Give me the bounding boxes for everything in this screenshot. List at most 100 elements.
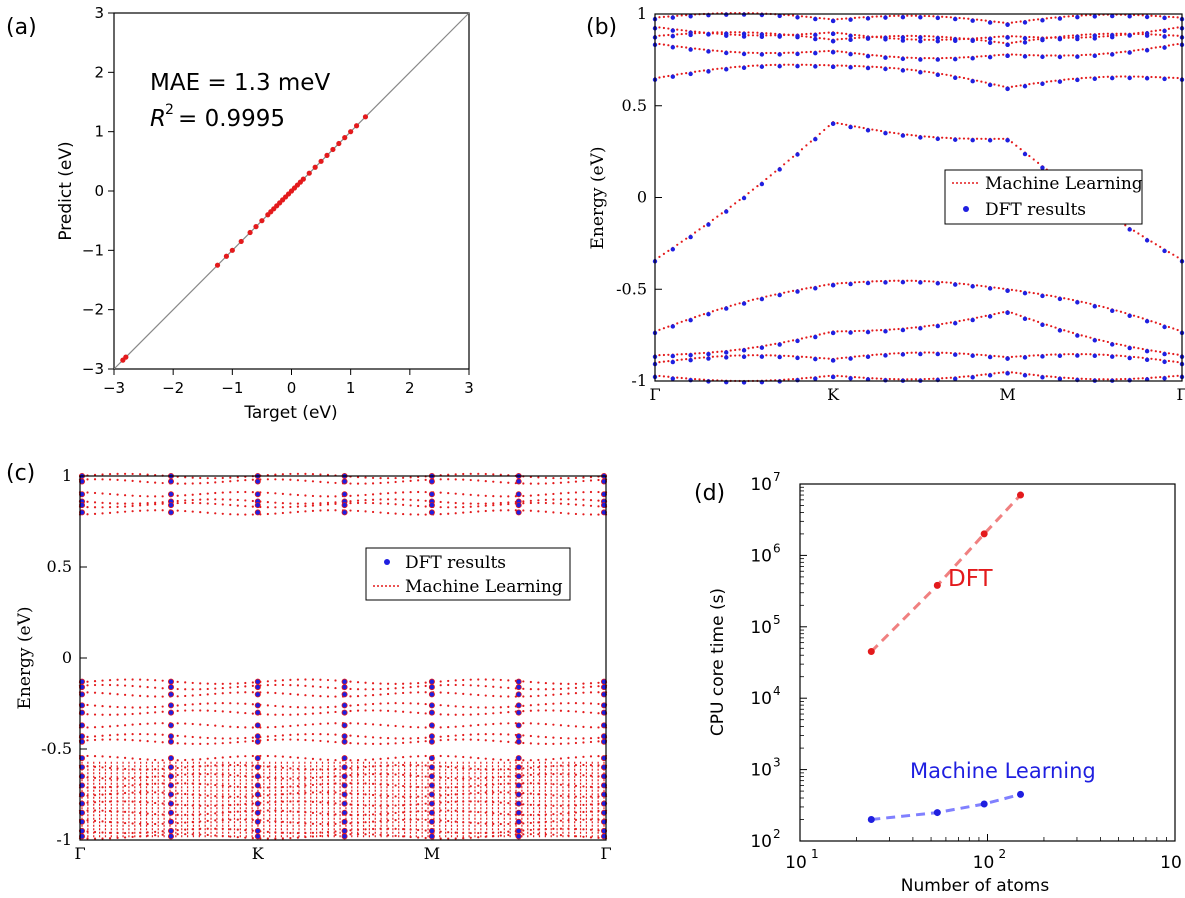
panel-c-ml-dot (484, 791, 487, 794)
panel-c-ml-dot (244, 702, 247, 705)
panel-c-ml-dot (251, 726, 254, 729)
panel-c-ml-dot (544, 723, 547, 726)
panel-b-ml-dot (853, 33, 857, 37)
panel-b-ml-dot (818, 132, 821, 135)
panel-c-ml-dot (544, 498, 547, 501)
panel-c-ml-dot (296, 792, 300, 795)
panel-c-ml-dot (214, 737, 217, 740)
panel-b-legend-dft-label: DFT results (985, 200, 1086, 220)
panel-b-ml-dot (676, 45, 679, 48)
panel-c-ml-dot (386, 498, 390, 501)
panel-c-ml-dot (274, 713, 277, 716)
panel-c-ml-dot (139, 480, 142, 483)
panel-b-dft-point (688, 353, 693, 358)
panel-c-ml-dot (477, 693, 480, 697)
panel-c-ml-dot (326, 740, 330, 743)
panel-c-ml-dot (507, 495, 510, 498)
panel-c-ml-dot (274, 766, 277, 769)
panel-c-dft-point (167, 809, 174, 816)
panel-c-ml-dot (492, 694, 495, 698)
panel-b-ml-dot (949, 56, 952, 59)
panel-c-ml-dot (582, 763, 585, 767)
panel-b-ml-dot (1071, 353, 1075, 356)
panel-c-ml-dot (492, 831, 495, 834)
panel-b-ml-dot (720, 350, 723, 353)
panel-c-ml-dot (214, 783, 217, 787)
panel-b-ml-dot (1054, 375, 1057, 379)
panel-b-ml-dot (1089, 302, 1092, 305)
panel-b-dft-point (1040, 54, 1045, 60)
panel-c-ml-dot (184, 499, 187, 502)
panel-b-dft-point (706, 222, 711, 227)
panel-b-ml-dot (945, 322, 948, 325)
panel-c-ml-dot (191, 694, 194, 697)
panel-c-ml-dot (424, 684, 427, 688)
panel-b-ml-dot (1054, 54, 1057, 57)
panel-c-ml-dot (311, 472, 315, 476)
panel-b-ml-dot (967, 56, 970, 59)
panel-b-ml-dot (720, 31, 723, 34)
panel-c-dft-point (428, 491, 435, 498)
panel-b-ml-dot (1159, 322, 1162, 326)
panel-b-ml-dot (1150, 47, 1153, 50)
panel-c-ml-dot (544, 820, 547, 823)
panel-b-dft-point (795, 152, 800, 157)
panel-c-ml-dot (146, 812, 149, 815)
panel-c-ml-dot (589, 711, 593, 714)
panel-b-ml-dot (853, 355, 857, 358)
panel-b-ml-dot (980, 39, 983, 42)
panel-c-ml-dot (499, 706, 502, 709)
panel-c-dft-point (428, 678, 435, 685)
panel-c-ml-dot (296, 510, 300, 513)
panel-c-ml-dot (326, 775, 330, 778)
panel-b-ml-dot (818, 50, 821, 53)
panel-c-ml-dot (86, 786, 89, 789)
panel-b-dft-point (918, 15, 923, 20)
panel-c-ml-dot (304, 684, 307, 687)
panel-c-ml-dot (589, 774, 593, 777)
panel-c-ml-dot (447, 704, 450, 707)
panel-c-ml-dot (184, 482, 187, 485)
panel-c-ml-dot (379, 682, 382, 685)
panel-b-ml-dot (702, 351, 706, 355)
panel-b-dft-point (900, 133, 906, 138)
panel-b-ml-dot (962, 319, 966, 322)
panel-b-ml-dot (667, 33, 670, 37)
panel-c-ml-dot (492, 835, 495, 838)
panel-c-ml-dot (462, 725, 465, 728)
panel-b-ml-dot (1124, 32, 1127, 35)
panel-c-ml-dot (469, 502, 472, 505)
panel-c-ml-dot (559, 682, 563, 685)
panel-b-ml-dot (738, 348, 741, 351)
panel-c-ml-dot (319, 712, 322, 715)
panel-c-dft-point (254, 738, 261, 745)
panel-b-ml-dot (962, 375, 966, 378)
panel-c-ml-dot (236, 498, 239, 502)
panel-c-ml-dot (199, 723, 202, 726)
panel-b-dft-point (1110, 75, 1115, 81)
panel-c-dft-point (341, 733, 348, 740)
panel-c-ml-dot (101, 738, 104, 741)
panel-c-ml-dot (86, 776, 89, 779)
panel-c-dft-point (254, 773, 261, 780)
panel-b-dft-point (918, 280, 923, 285)
panel-c-dft-point (601, 791, 608, 798)
panel-c-ml-dot (191, 498, 194, 502)
panel-c-ml-dot (154, 768, 157, 771)
panel-c-ml-dot (454, 809, 457, 812)
panel-b-ml-dot (932, 15, 935, 18)
panel-b-ml-dot (853, 376, 857, 379)
panel-c-ml-dot (139, 723, 142, 726)
panel-b-dft-point (670, 376, 676, 381)
panel-c-ml-dot (522, 687, 525, 690)
panel-b-dft-point (777, 354, 782, 360)
panel-b-dft-point (1022, 151, 1028, 157)
panel-c-ml-dot (469, 510, 472, 514)
panel-c-ml-dot (281, 755, 284, 758)
panel-b-ml-dot (1159, 15, 1162, 18)
panel-b-ml-dot (932, 280, 935, 283)
panel-c-ml-dot (402, 503, 405, 506)
panel-c-ml-dot (364, 735, 367, 738)
panel-c-ml-dot (266, 765, 269, 768)
panel-b-ml-dot (949, 281, 952, 284)
